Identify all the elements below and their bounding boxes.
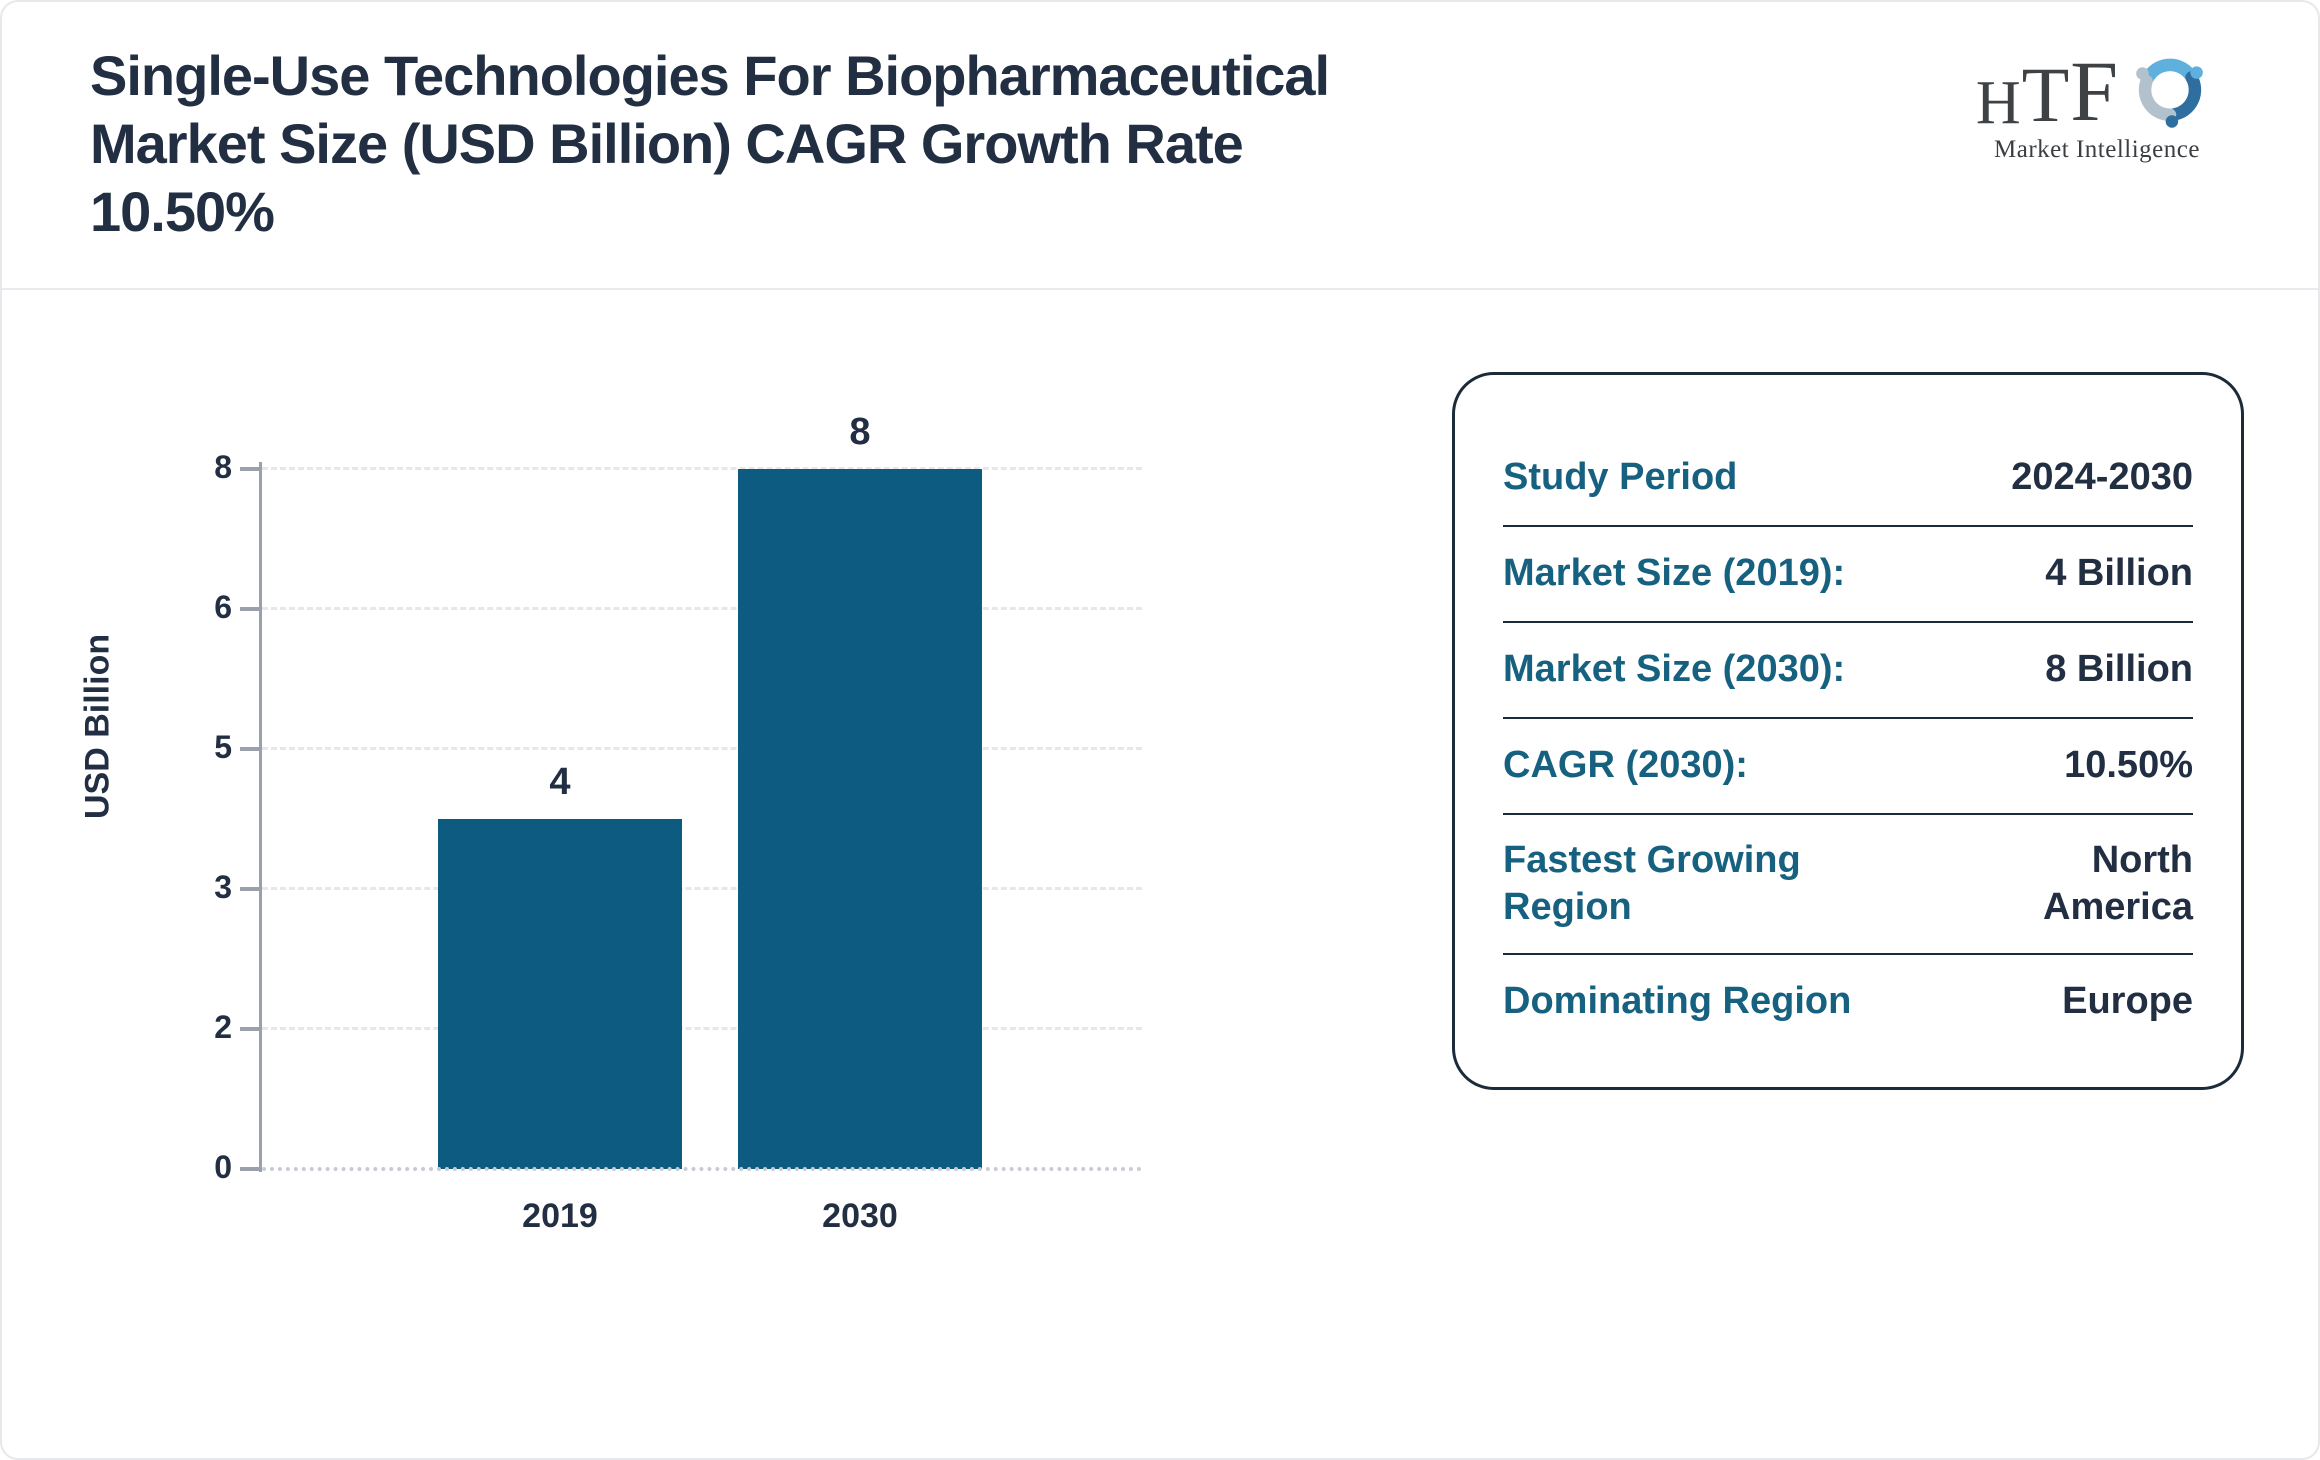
panel-row-label: Market Size (2019): [1503, 552, 1846, 595]
y-tick-label: 0 [214, 1149, 232, 1185]
y-tick-label: 3 [214, 869, 232, 905]
panel-row-market-size-2030: Market Size (2030): 8 Billion [1503, 623, 2193, 719]
gridline-0 [262, 1167, 1142, 1171]
htf-logo-top: H T F [1952, 38, 2242, 134]
x-tick-label: 2019 [522, 1197, 598, 1235]
panel-row-label: Study Period [1503, 456, 1738, 499]
htf-letter-t: T [2021, 51, 2070, 138]
htf-logo-text: H T F [1976, 48, 2118, 134]
page-title-line-3: 10.50% [90, 180, 275, 243]
bar-2030[interactable] [738, 469, 982, 1169]
panel-row-value: 4 Billion [2045, 552, 2193, 595]
page-title: Single-Use Technologies For Biopharmaceu… [90, 42, 1490, 246]
y-tick-mark [240, 467, 260, 471]
summary-panel: Study Period 2024-2030 Market Size (2019… [1452, 372, 2244, 1090]
htf-swirl-logo-icon [2136, 58, 2203, 128]
panel-row-study-period: Study Period 2024-2030 [1503, 431, 2193, 527]
panel-row-label: Fastest Growing Region [1503, 838, 1801, 929]
htf-logo-subtext: Market Intelligence [1994, 136, 2200, 163]
panel-row-fastest-growing-region: Fastest Growing Region North America [1503, 815, 2193, 955]
y-tick-mark [240, 1027, 260, 1031]
panel-row-value: North America [2043, 838, 2193, 929]
gridline-6 [262, 607, 1142, 610]
panel-row-label: CAGR (2030): [1503, 744, 1748, 787]
panel-row-label: Market Size (2030): [1503, 648, 1846, 691]
bar-value-label: 8 [849, 411, 871, 453]
bar-2019[interactable] [438, 819, 682, 1169]
panel-row-value: 2024-2030 [2011, 456, 2193, 499]
htf-logo: H T F Market Intelligence [1952, 38, 2242, 164]
gridline-3 [262, 887, 1142, 890]
y-axis-line [259, 462, 262, 1172]
y-tick-mark [240, 607, 260, 611]
y-tick-label: 6 [214, 589, 232, 625]
y-tick-mark [240, 1167, 260, 1171]
panel-row-value: 8 Billion [2045, 648, 2193, 691]
y-tick-label: 8 [214, 449, 232, 485]
y-tick-label: 2 [214, 1009, 232, 1045]
gridline-2 [262, 1027, 1142, 1030]
gridline-8 [262, 467, 1142, 470]
panel-row-value: Europe [2062, 980, 2193, 1023]
x-tick-label: 2030 [822, 1197, 898, 1235]
panel-row-market-size-2019: Market Size (2019): 4 Billion [1503, 527, 2193, 623]
gridline-5 [262, 747, 1142, 750]
page-title-line-2: Market Size (USD Billion) CAGR Growth Ra… [90, 112, 1244, 175]
panel-row-cagr: CAGR (2030): 10.50% [1503, 719, 2193, 815]
y-tick-mark [240, 887, 260, 891]
bar-value-label: 4 [549, 761, 571, 803]
page-title-line-1: Single-Use Technologies For Biopharmaceu… [90, 44, 1330, 107]
y-tick-mark [240, 747, 260, 751]
panel-row-dominating-region: Dominating Region Europe [1503, 955, 2193, 1049]
panel-row-label: Dominating Region [1503, 980, 1852, 1023]
y-tick-label: 5 [214, 729, 232, 765]
htf-letter-h: H [1975, 69, 2021, 137]
htf-letter-f: F [2070, 43, 2119, 139]
header-divider [2, 288, 2318, 290]
panel-row-value: 10.50% [2064, 744, 2193, 787]
